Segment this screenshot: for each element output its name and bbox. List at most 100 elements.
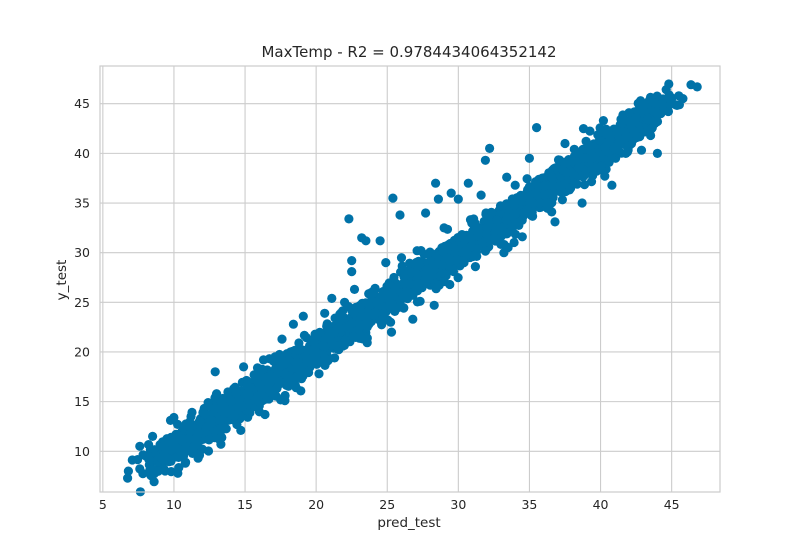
data-point	[197, 444, 207, 454]
data-point	[596, 161, 606, 171]
data-point	[221, 424, 231, 434]
data-point	[349, 284, 360, 294]
y-tick-label: 45	[74, 96, 90, 111]
data-point	[594, 135, 605, 145]
data-point	[648, 98, 659, 108]
data-point	[302, 345, 312, 355]
x-tick-label: 15	[237, 497, 253, 512]
x-tick-label: 25	[379, 497, 395, 512]
data-point	[260, 409, 270, 420]
data-point	[193, 453, 203, 463]
data-point	[356, 311, 366, 321]
data-point	[258, 355, 269, 365]
data-point	[357, 233, 367, 243]
data-point	[522, 205, 532, 215]
data-point	[174, 463, 184, 473]
data-point	[453, 273, 463, 283]
data-point	[138, 469, 148, 479]
data-point	[550, 217, 560, 227]
data-point	[559, 179, 569, 189]
data-point	[239, 362, 249, 372]
data-point	[453, 194, 463, 204]
data-point	[191, 433, 201, 443]
data-point	[543, 203, 553, 213]
data-point	[314, 369, 324, 379]
data-point	[335, 324, 346, 334]
data-point	[661, 85, 671, 95]
data-point	[210, 367, 220, 377]
x-tick-label: 5	[99, 497, 107, 512]
data-point	[433, 194, 443, 204]
data-point	[186, 411, 196, 422]
data-point	[212, 389, 222, 399]
y-tick-label: 15	[74, 394, 90, 409]
data-point	[517, 215, 527, 225]
data-point	[559, 157, 570, 168]
data-point	[502, 200, 512, 210]
data-point	[476, 190, 486, 200]
data-point	[577, 198, 587, 208]
data-point	[612, 126, 622, 136]
data-point	[411, 286, 421, 296]
data-point	[509, 237, 519, 248]
data-point	[551, 163, 561, 173]
data-point	[173, 444, 183, 454]
data-point	[145, 465, 155, 475]
data-point	[327, 337, 337, 347]
data-point	[510, 209, 520, 219]
data-point	[588, 171, 598, 181]
data-point	[226, 396, 236, 406]
x-tick-label: 35	[521, 497, 537, 512]
data-point	[277, 334, 287, 344]
data-point	[169, 412, 179, 423]
data-point	[369, 310, 379, 320]
data-point	[453, 233, 463, 243]
data-point	[485, 143, 495, 153]
y-tick-label: 30	[74, 245, 90, 260]
data-point	[629, 126, 639, 136]
data-point	[274, 377, 284, 387]
data-point	[299, 330, 309, 340]
data-point	[304, 355, 314, 365]
data-point	[452, 255, 462, 265]
data-point	[652, 108, 662, 118]
data-point	[534, 198, 545, 208]
data-point	[216, 397, 227, 407]
data-point	[368, 288, 378, 298]
data-point	[347, 267, 357, 277]
data-point	[572, 179, 582, 189]
data-point	[216, 439, 226, 449]
data-point	[516, 190, 526, 200]
data-point	[567, 156, 577, 166]
data-point	[431, 178, 441, 188]
data-point	[539, 181, 550, 191]
data-point	[184, 434, 194, 444]
data-point	[203, 398, 213, 408]
data-point	[430, 260, 440, 270]
data-point	[394, 302, 404, 312]
data-point	[215, 415, 225, 425]
data-point	[613, 145, 623, 155]
data-point	[631, 113, 641, 123]
y-tick-label: 35	[74, 196, 90, 211]
data-point	[173, 419, 183, 429]
x-tick-label: 20	[308, 497, 324, 512]
data-point	[237, 402, 248, 412]
data-point	[581, 153, 591, 163]
data-point	[578, 124, 589, 134]
data-point	[482, 222, 492, 232]
y-tick-label: 10	[74, 444, 90, 459]
y-axis-label: y_test	[54, 260, 70, 301]
data-point	[315, 327, 325, 337]
data-point	[652, 148, 663, 158]
data-point	[402, 294, 413, 304]
data-point	[280, 396, 290, 406]
data-point	[674, 91, 684, 101]
data-point	[547, 189, 557, 199]
y-tick-label: 25	[74, 295, 90, 310]
data-point	[502, 172, 512, 182]
data-point	[579, 180, 590, 190]
data-point	[445, 279, 455, 290]
data-point	[264, 378, 274, 388]
